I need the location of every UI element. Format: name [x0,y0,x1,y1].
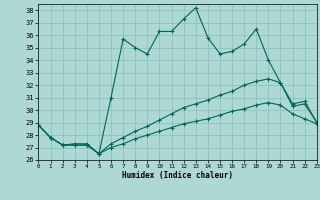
X-axis label: Humidex (Indice chaleur): Humidex (Indice chaleur) [122,171,233,180]
